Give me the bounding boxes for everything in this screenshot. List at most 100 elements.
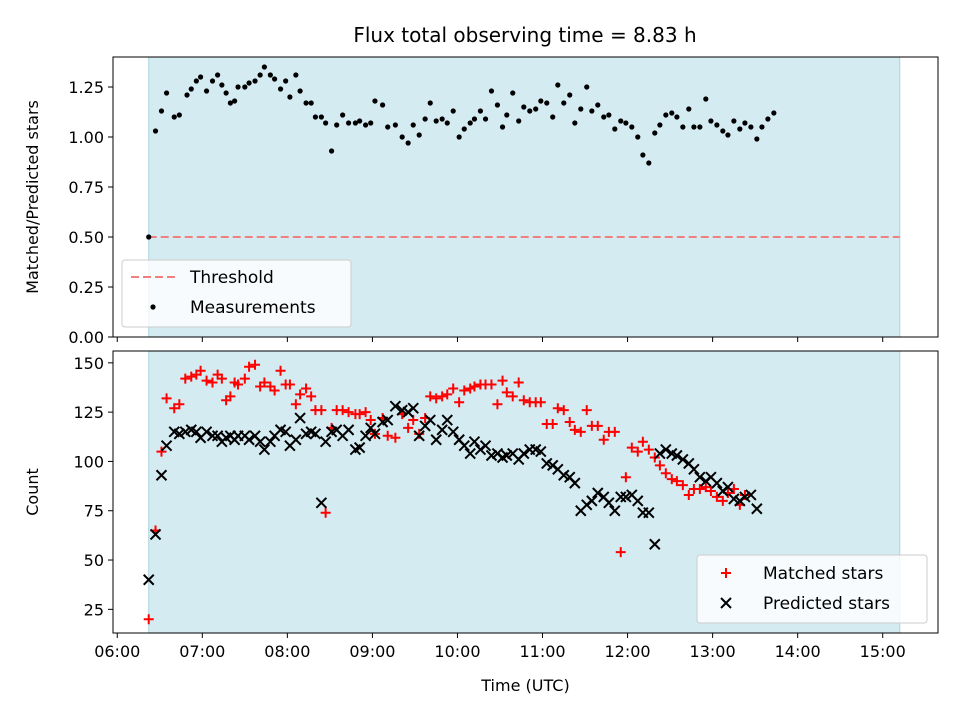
matched-star-point <box>244 361 255 372</box>
y-tick-label: 0.50 <box>68 228 104 247</box>
matched-star-point <box>225 391 236 402</box>
predicted-star-point <box>264 436 277 448</box>
predicted-star-point <box>479 439 492 452</box>
predicted-star-point <box>364 422 377 434</box>
predicted-star-point <box>382 414 394 426</box>
measurement-point <box>686 106 692 112</box>
measurement-point <box>754 136 760 142</box>
matched-star-point <box>195 365 206 376</box>
matched-star-point <box>337 405 348 416</box>
predicted-star-point <box>424 414 436 426</box>
measurement-point <box>612 126 618 132</box>
predicted-star-point <box>603 497 615 509</box>
measurement-point <box>567 92 573 98</box>
matched-star-point <box>581 405 592 416</box>
measurement-point <box>461 126 467 132</box>
matched-star-point <box>365 415 376 426</box>
predicted-star-point <box>206 430 219 442</box>
legend-threshold-label: Threshold <box>189 268 274 288</box>
measurement-point <box>297 88 303 94</box>
y-tick-label: 0.75 <box>68 178 104 197</box>
predicted-star-point <box>243 434 255 446</box>
matched-star-point <box>169 403 180 414</box>
matched-star-point <box>666 474 677 485</box>
predicted-star-point <box>369 428 381 440</box>
ratio-panel: 0.00 0.25 0.50 0.75 1.00 1.25 Matched/Predict… <box>23 56 939 347</box>
measurement-point <box>198 74 204 80</box>
predicted-star-point <box>342 424 355 436</box>
legend-measurement-swatch <box>150 304 156 310</box>
matched-star-point <box>250 359 261 370</box>
predicted-star-point <box>211 430 224 442</box>
measurement-point <box>450 108 456 114</box>
matched-star-point <box>156 446 167 457</box>
legend: Matched stars Predicted stars <box>696 554 928 624</box>
matched-star-point <box>711 491 722 502</box>
matched-star-point <box>643 444 654 455</box>
measurement-point <box>555 82 561 88</box>
predicted-star-point <box>592 487 604 499</box>
measurement-point <box>584 84 590 90</box>
predicted-star-point <box>711 477 723 489</box>
matched-star-point <box>259 377 270 388</box>
x-tick-label: 09:00 <box>349 642 395 661</box>
measurement-point <box>257 72 263 78</box>
matched-star-point <box>700 482 711 493</box>
measurement-point <box>277 86 284 92</box>
measurement-point <box>416 132 422 138</box>
matched-star-point <box>180 373 191 384</box>
measurement-point <box>640 152 646 158</box>
measurement-point <box>533 106 539 112</box>
measurement-point <box>184 92 190 98</box>
measurement-point <box>623 120 629 126</box>
measurement-point <box>765 116 771 122</box>
measurement-point <box>188 86 194 92</box>
matched-star-point <box>233 379 244 390</box>
matched-star-point <box>592 420 603 431</box>
x-tick-label: 07:00 <box>179 642 225 661</box>
matched-star-point <box>459 385 470 396</box>
predicted-star-point <box>458 439 470 452</box>
measurement-point <box>158 108 165 114</box>
measurement-point <box>499 124 506 130</box>
y-tick-label: 75 <box>84 502 104 521</box>
y-tick-label: 1.00 <box>68 128 104 147</box>
measurement-point <box>308 100 314 106</box>
predicted-star-point <box>722 481 734 493</box>
measurement-point <box>171 114 177 120</box>
measurement-point <box>209 78 216 84</box>
matched-star-point <box>654 460 665 471</box>
chart-title: Flux total observing time = 8.83 h <box>353 23 696 47</box>
matched-star-point <box>186 371 197 382</box>
x-tick-label: 13:00 <box>690 642 736 661</box>
measurement-point <box>697 124 703 130</box>
measurement-point <box>363 122 369 128</box>
measurement-point <box>521 104 527 110</box>
measurement-point <box>646 160 652 166</box>
legend-matched-label: Matched stars <box>763 564 883 584</box>
predicted-star-point <box>535 445 547 458</box>
measurement-point <box>618 118 624 124</box>
matched-star-point <box>547 418 558 429</box>
matched-star-point <box>143 614 154 625</box>
measurement-point <box>283 78 289 84</box>
matched-star-point <box>558 405 569 416</box>
predicted-star-point <box>353 441 366 454</box>
matched-star-point <box>552 403 563 414</box>
measurement-point <box>227 100 233 106</box>
matched-star-point <box>569 424 580 435</box>
count-panel: 25 50 75 100 125 150 06:00 07:00 08:00 09:00 10:0… <box>23 350 939 695</box>
predicted-star-point <box>389 400 402 412</box>
measurement-point <box>635 134 641 140</box>
y-tick-label: 0.25 <box>68 278 104 297</box>
matched-star-point <box>306 391 317 402</box>
legend-predicted-label: Predicted stars <box>763 594 890 614</box>
measurement-point <box>328 148 335 154</box>
x-axis-ticks <box>116 337 884 342</box>
predicted-star-point <box>654 447 666 460</box>
measurement-point <box>456 134 462 140</box>
measurement-point <box>572 120 578 126</box>
measurement-point <box>708 118 714 124</box>
matched-star-point <box>390 432 401 443</box>
